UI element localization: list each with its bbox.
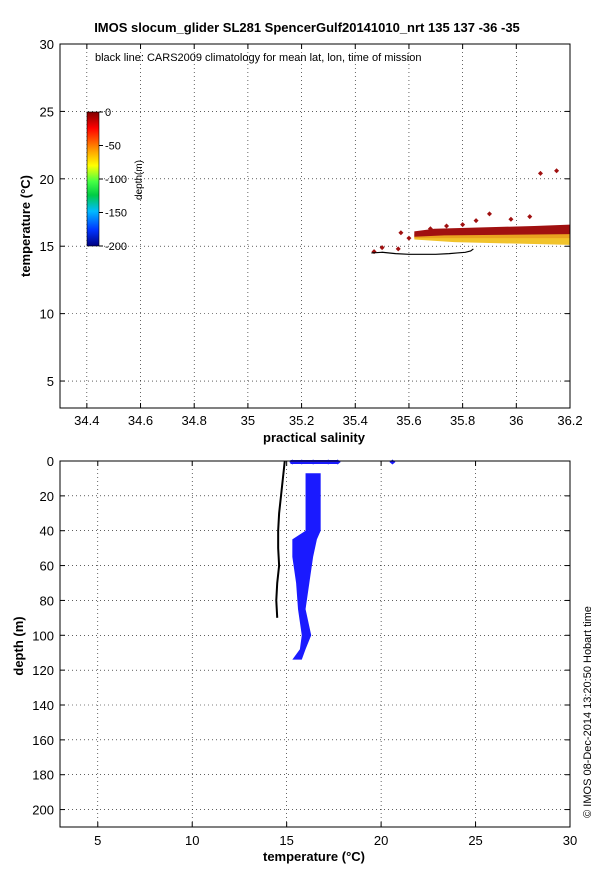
profile-y-tick-label: 80 <box>40 593 54 608</box>
colorbar-tick-label: -200 <box>105 241 127 253</box>
ts-y-tick-label: 10 <box>40 307 54 322</box>
ts-x-tick-label: 35 <box>241 413 255 428</box>
ts-y-tick-label: 5 <box>47 374 54 389</box>
profile-x-tick-label: 30 <box>563 833 577 848</box>
profile-climatology-path <box>275 460 286 618</box>
ts-x-label: practical salinity <box>263 430 366 445</box>
profile-y-tick-label: 160 <box>32 733 54 748</box>
colorbar-tick-label: -50 <box>105 141 121 153</box>
ts-surface-observations <box>414 224 570 237</box>
profile-y-tick-label: 140 <box>32 698 54 713</box>
profile-x-tick-label: 20 <box>374 833 388 848</box>
profile-y-tick-label: 120 <box>32 663 54 678</box>
ts-x-ticks: 34.4 34.6 34.8 35 35.2 35.4 35.6 35.8 36 36.2 <box>74 44 583 428</box>
profile-y-ticks: 0 20 40 60 80 100 120 140 160 180 200 <box>32 454 570 818</box>
profile-climatology-line <box>275 460 286 618</box>
ts-scatter-points <box>371 168 560 255</box>
profile-observation-band <box>292 473 321 660</box>
profile-y-tick-label: 100 <box>32 628 54 643</box>
ts-data-point <box>537 170 543 176</box>
profile-y-tick-label: 20 <box>40 489 54 504</box>
figure-title: IMOS slocum_glider SL281 SpencerGulf2014… <box>94 20 520 35</box>
profile-plot-frame <box>59 460 571 828</box>
ts-data-point <box>554 168 560 174</box>
ts-data-point <box>486 211 492 217</box>
ts-x-tick-label: 35.4 <box>343 413 368 428</box>
profile-y-tick-label: 60 <box>40 559 54 574</box>
depth-profile: 5 10 15 20 25 30 020406080100120140160180200 … <box>11 454 577 864</box>
ts-annotation: black line: CARS2009 climatology for mea… <box>95 52 421 64</box>
profile-y-tick-label: 200 <box>32 803 54 818</box>
ts-plot-frame <box>59 43 571 409</box>
profile-x-tick-label: 15 <box>279 833 293 848</box>
colorbar-tick-label: -150 <box>105 208 127 220</box>
profile-y-tick-label: 180 <box>32 768 54 783</box>
ts-x-tick-label: 35.6 <box>396 413 421 428</box>
profile-x-tick-label: 25 <box>468 833 482 848</box>
footer-timestamp: © IMOS 08-Dec-2014 13:20:50 Hobart time <box>582 606 594 818</box>
ts-y-tick-label: 25 <box>40 104 54 119</box>
ts-diagram: 34.4 34.6 34.8 35 35.2 35.4 35.6 35.8 36 36.2 5 10… <box>18 37 583 445</box>
ts-x-tick-label: 35.2 <box>289 413 314 428</box>
profile-x-ticks: 5 10 15 20 25 30 <box>94 461 577 848</box>
colorbar-ticks: 0 -50 -100 -150 -200 <box>99 107 127 253</box>
ts-x-tick-label: 34.6 <box>128 413 153 428</box>
ts-y-tick-label: 15 <box>40 239 54 254</box>
profile-y-label: depth (m) <box>11 616 26 675</box>
ts-data-point <box>473 218 479 224</box>
ts-climatology-path <box>371 248 474 255</box>
ts-data-point <box>406 235 412 241</box>
ts-y-tick-label: 30 <box>40 37 54 52</box>
colorbar-label: depth(m) <box>134 160 145 200</box>
ts-climatology-line <box>371 248 474 255</box>
ts-observation-band <box>414 224 570 245</box>
ts-data-point <box>508 216 514 222</box>
ts-plot-background <box>60 44 570 408</box>
ts-data-point <box>398 230 404 236</box>
ts-data-point <box>427 226 433 232</box>
profile-x-label: temperature (°C) <box>263 849 365 864</box>
ts-data-point <box>444 223 450 229</box>
ts-y-ticks: 5 10 15 20 25 30 <box>40 37 570 389</box>
ts-data-point <box>395 246 401 252</box>
profile-y-tick-label: 40 <box>40 524 54 539</box>
depth-colorbar <box>86 111 100 247</box>
ts-data-point <box>379 245 385 251</box>
ts-x-tick-label: 35.8 <box>450 413 475 428</box>
ts-y-label: temperature (°C) <box>18 175 33 277</box>
colorbar-tick-label: 0 <box>105 107 111 119</box>
ts-data-point <box>460 222 466 228</box>
profile-y-tick-label: 0 <box>47 454 54 469</box>
profile-surface-streak <box>290 460 338 464</box>
profile-x-tick-label: 10 <box>185 833 199 848</box>
ts-x-tick-label: 36 <box>509 413 523 428</box>
colorbar-tick-label: -100 <box>105 174 127 186</box>
ts-x-tick-label: 34.8 <box>182 413 207 428</box>
profile-x-tick-label: 5 <box>94 833 101 848</box>
ts-x-tick-label: 36.2 <box>557 413 582 428</box>
ts-x-tick-label: 34.4 <box>74 413 99 428</box>
ts-y-tick-label: 20 <box>40 172 54 187</box>
ts-data-point <box>527 214 533 220</box>
